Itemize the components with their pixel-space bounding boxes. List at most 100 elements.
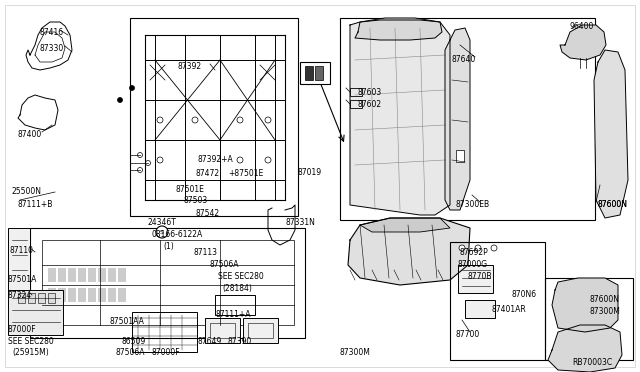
Circle shape — [237, 117, 243, 123]
Circle shape — [459, 245, 465, 251]
Text: 87110: 87110 — [10, 246, 34, 255]
Bar — [205, 318, 240, 343]
Text: 87111+A: 87111+A — [215, 310, 250, 319]
Polygon shape — [78, 288, 86, 302]
Bar — [465, 300, 495, 318]
Polygon shape — [48, 268, 56, 282]
Text: 87111+B: 87111+B — [18, 200, 53, 209]
Text: 87300EB: 87300EB — [456, 200, 490, 209]
Polygon shape — [350, 20, 450, 215]
Bar — [215, 295, 255, 315]
Text: 87390: 87390 — [228, 337, 252, 346]
Text: 87300M: 87300M — [340, 348, 371, 357]
Circle shape — [265, 157, 271, 163]
Text: 87649: 87649 — [198, 337, 222, 346]
Polygon shape — [78, 268, 86, 282]
Bar — [248, 323, 273, 338]
Text: 87503: 87503 — [183, 196, 207, 205]
Text: 87640: 87640 — [452, 55, 476, 64]
Text: (1): (1) — [163, 242, 173, 251]
Text: 24346T: 24346T — [148, 218, 177, 227]
Bar — [8, 228, 30, 308]
Text: 25500N: 25500N — [12, 187, 42, 196]
Polygon shape — [594, 50, 628, 218]
Text: 87603: 87603 — [358, 88, 382, 97]
Bar — [305, 66, 313, 80]
Polygon shape — [88, 288, 96, 302]
Circle shape — [192, 117, 198, 123]
Circle shape — [138, 167, 143, 173]
Polygon shape — [552, 278, 618, 332]
Circle shape — [156, 226, 168, 238]
Text: RB70003C: RB70003C — [572, 358, 612, 367]
Text: 8770B: 8770B — [468, 272, 493, 281]
Bar — [132, 312, 197, 352]
Text: 87501A: 87501A — [8, 275, 37, 284]
Text: 87324: 87324 — [8, 291, 32, 300]
Text: 87501E: 87501E — [175, 185, 204, 194]
Bar — [545, 278, 633, 360]
Polygon shape — [108, 288, 116, 302]
Polygon shape — [58, 268, 66, 282]
Circle shape — [145, 160, 150, 166]
Bar — [315, 66, 323, 80]
Polygon shape — [108, 268, 116, 282]
Text: 08166-6122A: 08166-6122A — [152, 230, 204, 239]
Polygon shape — [68, 288, 76, 302]
Text: (25915M): (25915M) — [12, 348, 49, 357]
Text: 87392: 87392 — [178, 62, 202, 71]
Bar — [30, 228, 305, 338]
Circle shape — [491, 245, 497, 251]
Polygon shape — [98, 288, 106, 302]
Text: 87331N: 87331N — [286, 218, 316, 227]
Text: 87392+A: 87392+A — [198, 155, 234, 164]
Bar — [42, 240, 294, 325]
Bar — [38, 293, 45, 303]
Bar — [450, 242, 545, 360]
Polygon shape — [58, 288, 66, 302]
Polygon shape — [68, 268, 76, 282]
Circle shape — [157, 157, 163, 163]
Text: 870N6: 870N6 — [512, 290, 537, 299]
Text: 87600N: 87600N — [598, 200, 628, 209]
Bar — [48, 293, 55, 303]
Text: 87506A: 87506A — [210, 260, 239, 269]
Polygon shape — [118, 268, 126, 282]
Polygon shape — [48, 288, 56, 302]
Bar — [458, 265, 493, 293]
Text: 87400: 87400 — [18, 130, 42, 139]
Text: 87000F: 87000F — [8, 325, 36, 334]
Text: 87692P: 87692P — [460, 248, 489, 257]
Bar — [8, 290, 63, 335]
Circle shape — [475, 245, 481, 251]
Text: 87506A: 87506A — [115, 348, 145, 357]
Circle shape — [157, 117, 163, 123]
Text: 87330: 87330 — [40, 44, 64, 53]
Polygon shape — [98, 268, 106, 282]
Text: 86509: 86509 — [122, 337, 147, 346]
Bar — [340, 18, 595, 220]
Polygon shape — [445, 28, 470, 210]
Text: 87600N: 87600N — [598, 200, 628, 209]
Text: +87501E: +87501E — [228, 169, 263, 178]
Circle shape — [129, 86, 134, 90]
Circle shape — [138, 153, 143, 157]
Polygon shape — [348, 218, 470, 285]
Bar — [130, 18, 298, 216]
Text: 87401AR: 87401AR — [492, 305, 527, 314]
Bar — [210, 323, 235, 338]
Bar — [28, 293, 35, 303]
Text: 87000F: 87000F — [152, 348, 180, 357]
Text: 87542: 87542 — [195, 209, 219, 218]
Text: SEE SEC280: SEE SEC280 — [8, 337, 54, 346]
Polygon shape — [548, 325, 622, 372]
Polygon shape — [118, 288, 126, 302]
Circle shape — [237, 157, 243, 163]
Text: 87700: 87700 — [455, 330, 479, 339]
Text: 87602: 87602 — [358, 100, 382, 109]
Polygon shape — [355, 18, 442, 40]
Bar — [350, 88, 362, 96]
Text: 87000G: 87000G — [458, 260, 488, 269]
Polygon shape — [88, 268, 96, 282]
Bar — [18, 293, 25, 303]
